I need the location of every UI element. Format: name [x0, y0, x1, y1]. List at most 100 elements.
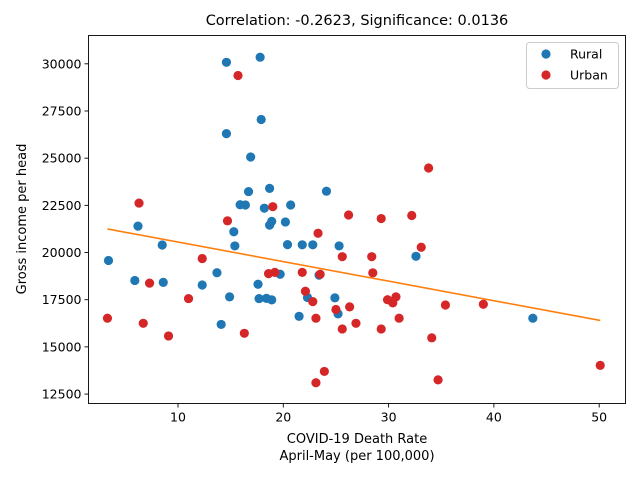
data-point-rural: [294, 311, 304, 321]
legend-marker-urban: [541, 70, 551, 80]
data-point-urban: [311, 378, 321, 388]
data-point-urban: [368, 268, 378, 278]
data-point-urban: [163, 331, 174, 341]
y-axis: 12500 15000 17500 20000 22500 25000 27500 30000: [42, 56, 89, 402]
data-point-urban: [144, 278, 155, 288]
data-point-urban: [351, 318, 361, 328]
y-tick-label: 17500: [42, 292, 82, 307]
data-point-urban: [138, 318, 148, 328]
data-point-urban: [433, 375, 443, 385]
data-point-urban: [337, 252, 347, 262]
plot-area-frame: [88, 35, 626, 404]
data-point-urban: [297, 267, 307, 277]
data-point-urban: [376, 324, 386, 334]
data-point-urban: [407, 210, 417, 221]
data-point-urban: [367, 252, 377, 262]
data-point-rural: [280, 217, 290, 227]
y-tick-label: 22500: [42, 198, 82, 213]
data-point-rural: [216, 319, 226, 330]
trend-line: [107, 228, 601, 322]
data-point-urban: [183, 293, 194, 304]
data-point-urban: [300, 286, 311, 296]
y-tick-label: 25000: [42, 151, 82, 166]
y-tick-label: 15000: [42, 339, 82, 354]
data-point-rural: [221, 129, 232, 139]
x-tick-label: 40: [486, 410, 502, 425]
data-point-rural: [255, 52, 265, 62]
x-tick-label: 30: [381, 410, 397, 425]
data-point-urban: [239, 328, 249, 338]
data-point-urban: [376, 213, 386, 224]
x-axis: 10 20 30 40 50: [170, 403, 607, 425]
data-point-rural: [286, 200, 296, 210]
data-point-rural: [334, 241, 344, 251]
data-point-rural: [411, 251, 421, 261]
data-point-urban: [308, 296, 318, 307]
legend-label-rural: Rural: [570, 47, 602, 62]
data-point-urban: [197, 253, 207, 264]
data-point-rural: [103, 255, 114, 266]
data-point-rural: [282, 239, 293, 250]
data-point-rural: [157, 240, 167, 250]
data-point-rural: [197, 280, 207, 290]
data-point-urban: [440, 300, 451, 310]
trend-line-group: [107, 228, 601, 322]
data-point-urban: [337, 324, 347, 334]
data-point-rural: [259, 203, 269, 213]
x-axis-label-line2: April-May (per 100,000): [279, 449, 434, 464]
x-tick-label: 10: [170, 410, 186, 425]
chart-title: Correlation: -0.2623, Significance: 0.01…: [206, 13, 509, 29]
legend-label-urban: Urban: [570, 68, 608, 83]
data-point-rural: [221, 57, 232, 67]
data-point-rural: [212, 268, 222, 278]
data-point-rural: [267, 216, 277, 226]
y-axis-label: Gross income per head: [15, 144, 30, 295]
data-point-rural: [158, 277, 168, 287]
data-point-urban: [311, 313, 321, 323]
data-point-urban: [268, 202, 278, 212]
y-tick-label: 20000: [42, 245, 82, 260]
data-point-rural: [528, 313, 538, 323]
data-point-urban: [394, 313, 404, 323]
data-point-rural: [230, 241, 240, 251]
data-points: [102, 52, 605, 388]
data-point-urban: [134, 198, 144, 208]
x-tick-label: 20: [275, 410, 291, 425]
data-point-urban: [416, 242, 426, 252]
data-point-urban: [343, 210, 354, 220]
data-point-rural: [240, 200, 250, 210]
data-point-rural: [229, 227, 239, 237]
data-point-urban: [424, 163, 434, 173]
data-point-rural: [224, 292, 235, 302]
data-point-urban: [233, 70, 243, 81]
x-tick-label: 50: [591, 410, 607, 425]
data-point-urban: [315, 269, 325, 279]
y-tick-label: 30000: [42, 56, 82, 71]
legend: Rural Urban: [526, 42, 619, 89]
data-point-rural: [308, 240, 318, 250]
data-point-urban: [270, 267, 280, 277]
y-tick-label: 12500: [42, 387, 82, 402]
data-point-urban: [478, 299, 488, 309]
data-point-rural: [133, 221, 143, 231]
data-point-urban: [427, 333, 437, 343]
data-point-rural: [330, 293, 340, 303]
data-point-urban: [391, 292, 401, 302]
data-point-urban: [313, 228, 323, 238]
data-point-rural: [253, 279, 263, 289]
data-point-rural: [130, 275, 140, 286]
data-point-rural: [243, 186, 254, 197]
data-point-urban: [102, 313, 113, 323]
legend-marker-rural: [541, 49, 551, 59]
data-point-rural: [265, 183, 275, 193]
data-point-rural: [321, 186, 332, 196]
data-point-urban: [345, 302, 355, 312]
data-point-rural: [267, 295, 277, 305]
y-tick-label: 27500: [42, 103, 82, 118]
data-point-rural: [246, 152, 256, 162]
x-axis-label-line1: COVID-19 Death Rate: [287, 432, 427, 447]
data-point-urban: [595, 360, 605, 370]
data-point-urban: [222, 216, 233, 226]
data-point-rural: [297, 240, 307, 250]
